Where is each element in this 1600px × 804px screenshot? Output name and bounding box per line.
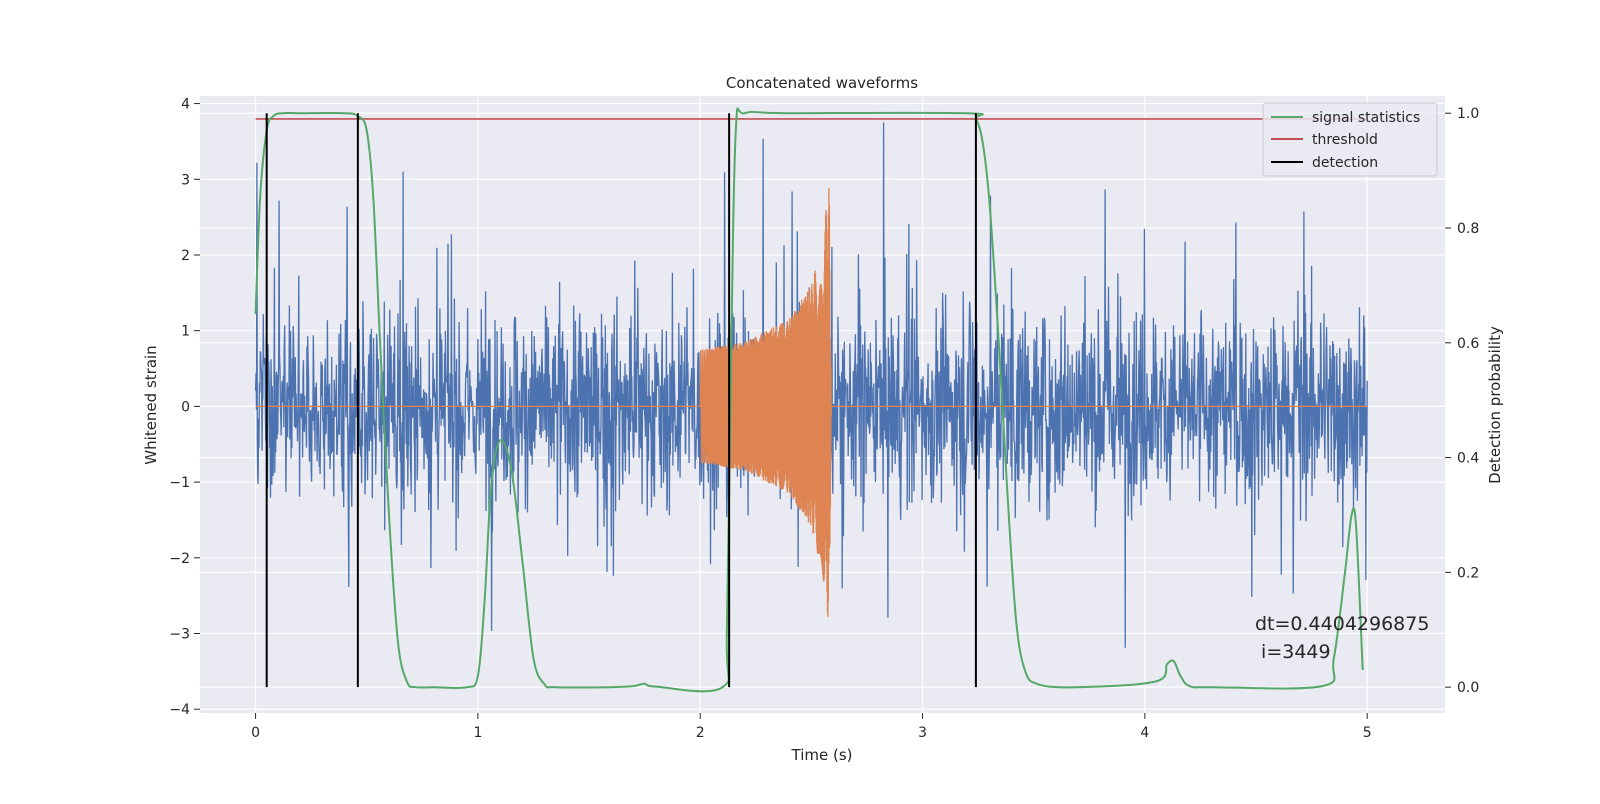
right-y-tick-label: 0.8 — [1457, 221, 1479, 237]
right-y-tick-label: 0.4 — [1457, 451, 1479, 467]
x-tick-label: 0 — [251, 725, 260, 741]
x-tick-label: 2 — [696, 725, 705, 741]
right-y-tick-label: 0.2 — [1457, 565, 1479, 581]
y-tick-label: −3 — [169, 627, 190, 643]
x-tick-label: 1 — [473, 725, 482, 741]
y-axis-label: Whitened strain — [142, 345, 160, 464]
annotation-index: i=3449 — [1255, 641, 1331, 663]
series-injected-waveform — [255, 188, 923, 618]
y-tick-label: −2 — [169, 551, 190, 567]
y-tick-label: 0 — [181, 399, 190, 415]
x-tick-label: 4 — [1140, 725, 1149, 741]
y-tick-label: −4 — [169, 702, 190, 718]
chart-title: Concatenated waveforms — [726, 74, 918, 92]
x-axis-label: Time (s) — [791, 746, 853, 764]
right-y-tick-label: 0.0 — [1457, 680, 1479, 696]
y-tick-label: 2 — [181, 248, 190, 264]
legend-box — [1262, 102, 1438, 177]
legend-label-threshold: threshold — [1312, 132, 1378, 148]
plot-marks — [254, 107, 1368, 693]
y-tick-label: 4 — [181, 97, 190, 113]
annotation-dt: dt=0.4404296875 — [1255, 613, 1429, 635]
right-y-axis-label: Detection probability — [1486, 326, 1504, 484]
legend: signal statistics threshold detection — [1262, 102, 1438, 177]
x-tick-label: 3 — [918, 725, 927, 741]
y-tick-label: 3 — [181, 172, 190, 188]
legend-label-signal-statistics: signal statistics — [1312, 110, 1420, 126]
axes: 0 1 2 3 4 5 −4 −3 −2 −1 0 1 2 3 4 0.0 0.2 0.4 0.6 0.8 1.0 — [169, 97, 1479, 741]
legend-label-detection: detection — [1312, 155, 1378, 171]
y-tick-label: 1 — [181, 324, 190, 340]
x-tick-label: 5 — [1363, 725, 1372, 741]
series-signal-statistics — [254, 107, 1364, 693]
y-tick-label: −1 — [169, 475, 190, 491]
right-y-tick-label: 1.0 — [1457, 106, 1479, 122]
right-y-tick-label: 0.6 — [1457, 336, 1479, 352]
